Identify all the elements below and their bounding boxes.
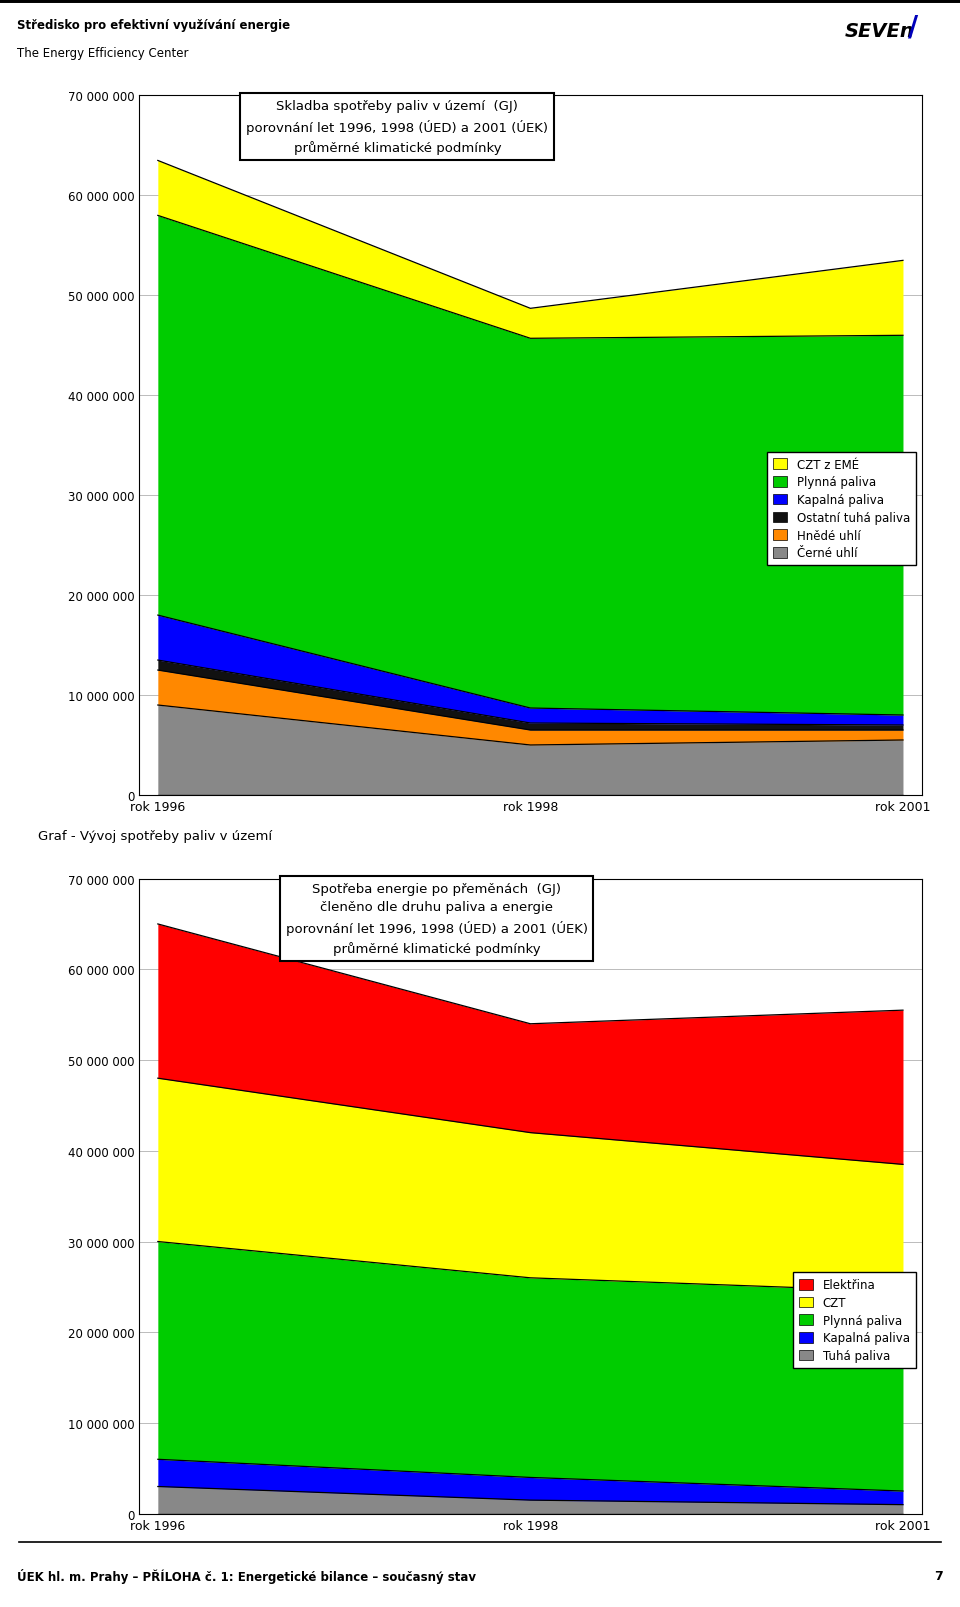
Text: The Energy Efficiency Center: The Energy Efficiency Center <box>17 47 189 59</box>
Text: Graf - Vývoj spotřeby paliv v území: Graf - Vývoj spotřeby paliv v území <box>37 829 272 842</box>
Text: Středisko pro efektivní využívání energie: Středisko pro efektivní využívání energi… <box>17 19 291 32</box>
Legend: CZT z EMÉ, Plynná paliva, Kapalná paliva, Ostatní tuhá paliva, Hnědé uhlí, Černé: CZT z EMÉ, Plynná paliva, Kapalná paliva… <box>767 453 916 566</box>
Text: Skladba spotřeby paliv v území  (GJ)
porovnání let 1996, 1998 (ÚED) a 2001 (ÚEK): Skladba spotřeby paliv v území (GJ) poro… <box>247 100 548 154</box>
Text: Spotřeba energie po přeměnách  (GJ)
členěno dle druhu paliva a energie
porovnání: Spotřeba energie po přeměnách (GJ) členě… <box>285 882 588 955</box>
Text: 7: 7 <box>934 1570 943 1583</box>
Text: SEVEn: SEVEn <box>845 21 915 40</box>
Text: ÚEK hl. m. Prahy – PŘÍLOHA č. 1: Energetické bilance – současný stav: ÚEK hl. m. Prahy – PŘÍLOHA č. 1: Energet… <box>17 1568 476 1583</box>
Legend: Elektřina, CZT, Plynná paliva, Kapalná paliva, Tuhá paliva: Elektřina, CZT, Plynná paliva, Kapalná p… <box>793 1273 916 1368</box>
Text: /: / <box>908 13 919 42</box>
